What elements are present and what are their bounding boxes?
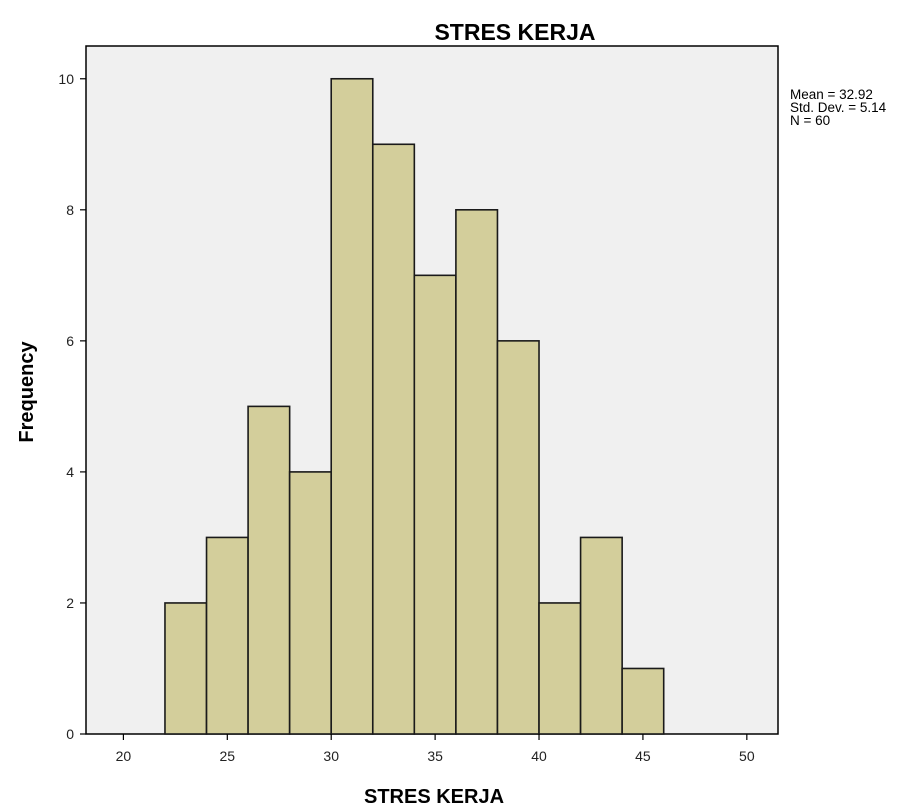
histogram-bar-12 (621, 667, 665, 735)
histogram-bar-7 (413, 274, 457, 735)
histogram-bar-8 (455, 209, 499, 735)
histogram-bar-11 (579, 536, 623, 735)
histogram-bar-5 (330, 77, 374, 735)
x-tick-label: 20 (116, 748, 132, 764)
stat-line-2: Std. Dev. = 5.14 (790, 100, 887, 115)
y-tick-label: 4 (66, 464, 74, 480)
chart-title: STRES KERJA (434, 19, 595, 45)
x-axis: 20 25 30 35 40 45 50 (116, 734, 755, 764)
histogram-bar-2 (205, 536, 249, 735)
histogram-bar-9 (496, 340, 540, 735)
stat-line-3: N = 60 (790, 113, 830, 128)
bars-group (164, 77, 665, 735)
stat-line-1: Mean = 32.92 (790, 87, 873, 102)
x-tick-label: 40 (531, 748, 547, 764)
histogram-bar-10 (538, 602, 582, 735)
y-axis: 0 2 4 6 8 10 (58, 71, 86, 742)
x-axis-title: STRES KERJA (364, 786, 504, 808)
y-tick-label: 8 (66, 202, 74, 218)
x-tick-label: 35 (427, 748, 443, 764)
y-tick-label: 10 (58, 71, 74, 87)
histogram-bar-4 (288, 471, 333, 735)
x-tick-label: 25 (220, 748, 236, 764)
y-axis-title: Frequency (16, 341, 38, 443)
y-tick-label: 6 (66, 333, 74, 349)
y-tick-label: 2 (66, 595, 74, 611)
y-tick-label: 0 (66, 726, 74, 742)
histogram-bar-3 (247, 405, 291, 735)
histogram-bar-1 (164, 602, 208, 735)
x-tick-label: 50 (739, 748, 755, 764)
x-tick-label: 45 (635, 748, 651, 764)
x-tick-label: 30 (323, 748, 339, 764)
histogram-bar-6 (371, 143, 416, 735)
